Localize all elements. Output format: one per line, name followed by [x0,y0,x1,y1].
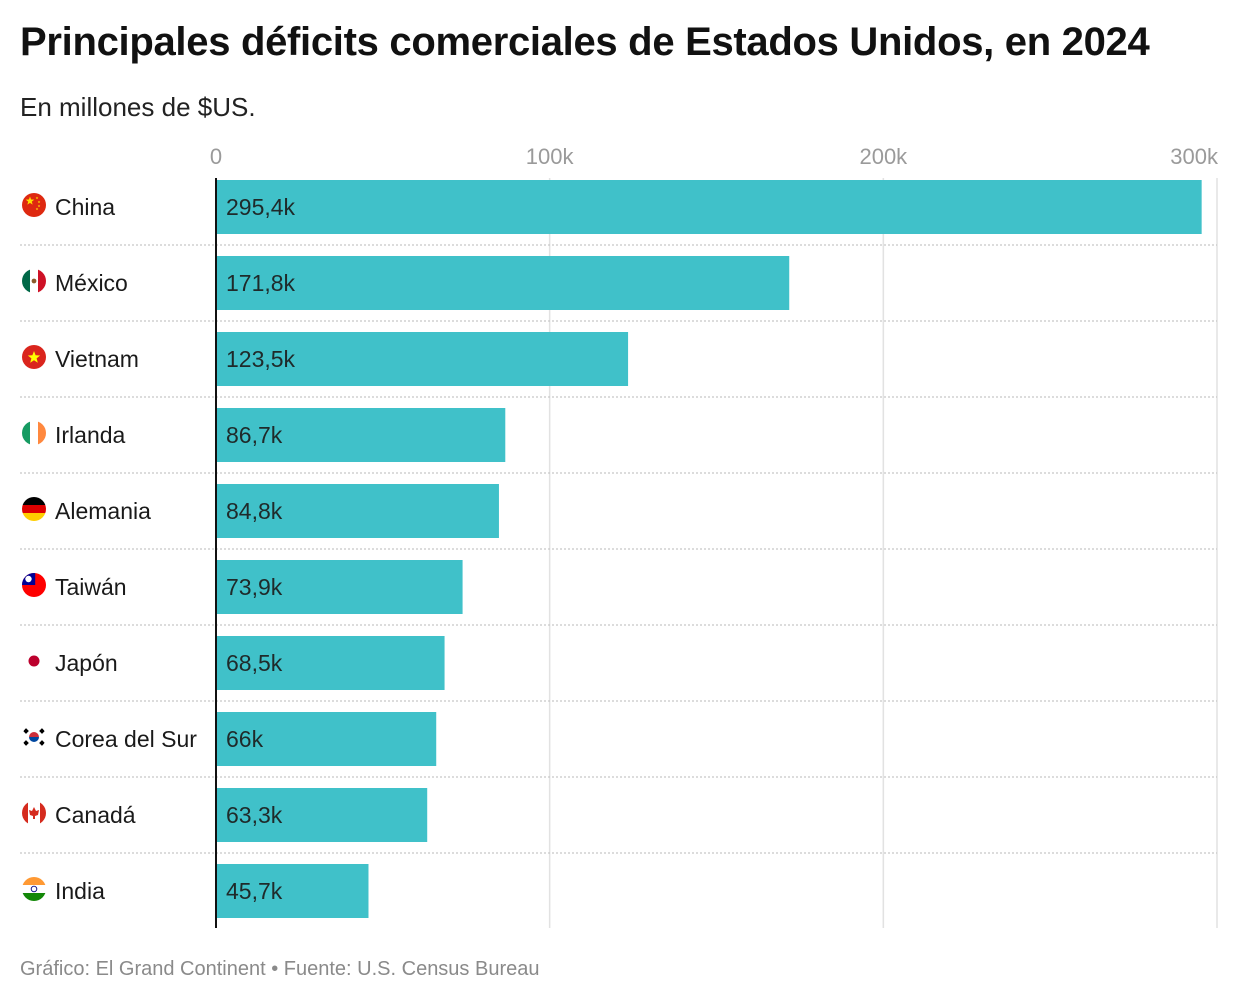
category-label: Japón [55,650,118,676]
category-label: México [55,270,128,296]
bar [216,560,463,614]
category-label: China [55,194,115,220]
bar [216,864,369,918]
value-label: 171,8k [226,270,296,296]
value-label: 66k [226,726,264,752]
flag-canada-icon [22,801,46,825]
value-label: 73,9k [226,574,283,600]
category-label: Irlanda [55,422,126,448]
flag-india-icon [22,877,46,901]
category-label: Corea del Sur [55,726,197,752]
x-tick-label: 0 [210,144,222,169]
chart-title: Principales déficits comerciales de Esta… [20,20,1150,64]
flag-ireland-icon [22,421,46,445]
chart-source: Gráfico: El Grand Continent • Fuente: U.… [20,958,540,980]
category-label: Taiwán [55,574,127,600]
bar [216,712,437,766]
flag-china-icon [22,193,46,217]
bar [216,636,445,690]
value-label: 63,3k [226,802,283,828]
chart-subtitle: En millones de $US. [20,92,256,122]
bar [216,788,428,842]
flag-south-korea-icon [22,725,46,749]
flag-germany-icon [22,497,46,521]
value-label: 68,5k [226,650,283,676]
value-label: 123,5k [226,346,296,372]
value-label: 86,7k [226,422,283,448]
bar [216,256,790,310]
x-tick-label: 100k [526,144,575,169]
category-label: Alemania [55,498,151,524]
value-label: 295,4k [226,194,296,220]
bar [216,408,506,462]
category-label: Canadá [55,802,136,828]
bar [216,332,629,386]
flag-japan-icon [22,649,46,673]
flag-vietnam-icon [22,345,46,369]
flag-taiwan-icon [22,573,46,597]
bar [216,484,499,538]
value-label: 84,8k [226,498,283,524]
value-label: 45,7k [226,878,283,904]
bar [216,180,1202,234]
category-label: Vietnam [55,346,139,372]
category-label: India [55,878,105,904]
flag-mexico-icon [22,269,46,293]
x-tick-label: 300k [1170,144,1219,169]
x-tick-label: 200k [859,144,908,169]
